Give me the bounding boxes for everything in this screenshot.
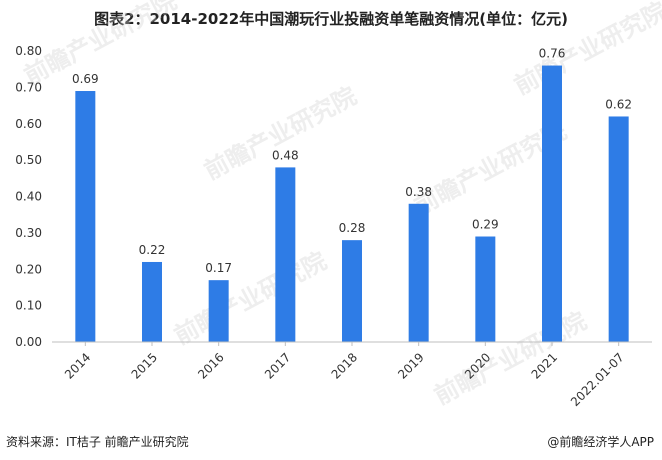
x-tick-label: 2019 — [395, 350, 426, 381]
x-axis: 2014 2015 2016 2017 2018 2019 2020 2021 2022.01-… — [52, 341, 652, 409]
bar — [142, 261, 162, 342]
watermark-text: 前瞻产业研究院 — [510, 0, 662, 100]
y-tick-label: 0.20 — [15, 262, 42, 276]
bar — [275, 167, 296, 342]
y-tick-label: 0.70 — [15, 80, 42, 94]
bar-value-label: 0.48 — [272, 148, 299, 162]
y-tick-label: 0.10 — [15, 299, 42, 313]
bar — [542, 65, 562, 343]
y-tick-label: 0.80 — [15, 44, 42, 58]
x-tick-label: 2016 — [195, 350, 226, 381]
bar — [75, 91, 96, 342]
x-tick-label: 2022.01-07 — [568, 350, 627, 409]
y-axis: 0.00 0.10 0.20 0.30 0.40 0.50 0.60 0.70 0.80 — [15, 44, 42, 349]
watermark-text: 前瞻产业研究院 — [430, 307, 591, 411]
x-tick-label: 2017 — [262, 350, 293, 381]
bar — [342, 240, 362, 342]
bar-value-label: 0.69 — [72, 72, 99, 86]
x-tick-label: 2015 — [129, 350, 160, 381]
x-tick-label: 2014 — [62, 350, 93, 381]
bar-value-label: 0.29 — [472, 218, 499, 232]
x-tick-label: 2018 — [329, 350, 360, 381]
source-note: 资料来源：IT桔子 前瞻产业研究院 — [6, 435, 189, 449]
bar-value-label: 0.38 — [405, 185, 432, 199]
y-tick-label: 0.40 — [15, 190, 42, 204]
y-tick-label: 0.00 — [15, 335, 42, 349]
bar — [475, 236, 496, 342]
bar — [408, 203, 429, 342]
watermark-text: 前瞻产业研究院 — [20, 0, 181, 90]
y-tick-label: 0.50 — [15, 153, 42, 167]
bar-value-label: 0.28 — [339, 221, 366, 235]
bar-value-label: 0.22 — [139, 243, 166, 257]
bar — [208, 280, 229, 342]
chart-title: 图表2：2014-2022年中国潮玩行业投融资单笔融资情况(单位：亿元) — [94, 10, 568, 28]
bar-value-label: 0.76 — [539, 47, 566, 61]
bars: 0.69 0.22 0.17 0.48 0.28 0.38 0.29 0.76 0.62 — [72, 47, 632, 343]
watermark-text: 前瞻产业研究院 — [170, 247, 331, 351]
y-tick-label: 0.30 — [15, 226, 42, 240]
bar — [608, 116, 629, 342]
brand-credit: @前瞻经济学人APP — [547, 435, 654, 449]
bar-value-label: 0.17 — [205, 261, 232, 275]
bar-value-label: 0.62 — [605, 97, 632, 111]
y-tick-label: 0.60 — [15, 117, 42, 131]
